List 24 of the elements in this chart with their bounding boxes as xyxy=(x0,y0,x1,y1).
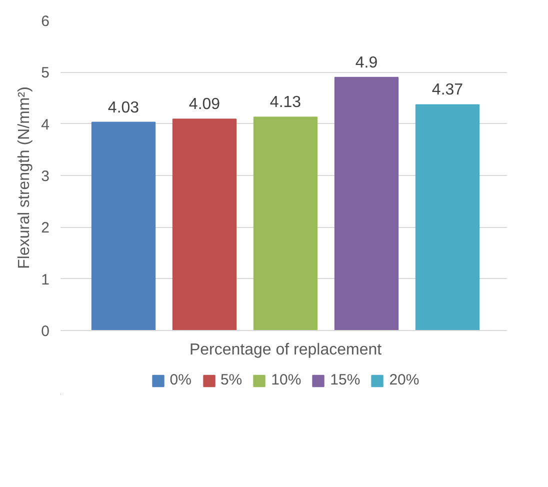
bar xyxy=(91,122,156,330)
y-axis-title: Flexural strength (N/mm²) xyxy=(16,86,34,269)
legend-label: 20% xyxy=(389,372,420,388)
y-tick-label: 4 xyxy=(41,116,50,134)
bar xyxy=(172,118,237,330)
data-label: 4.13 xyxy=(270,94,302,112)
legend-label: 15% xyxy=(330,372,360,388)
legend-label: 5% xyxy=(220,372,242,388)
bar xyxy=(415,104,480,330)
y-tick-label: 6 xyxy=(41,13,50,30)
y-tick-label: 5 xyxy=(41,64,50,82)
legend-label: 0% xyxy=(170,372,192,388)
data-label: 4.03 xyxy=(108,99,140,116)
y-tick-label: 0 xyxy=(41,323,50,340)
y-tick-label: 1 xyxy=(41,271,50,288)
data-label: 4.09 xyxy=(188,96,220,114)
bar xyxy=(253,116,318,330)
y-tick-label: 3 xyxy=(41,168,50,185)
legend-label: 10% xyxy=(271,372,302,388)
data-label: 4.9 xyxy=(355,54,378,72)
x-axis-title: Percentage of replacement xyxy=(189,342,382,358)
y-tick-label: 2 xyxy=(41,220,50,237)
bar xyxy=(334,76,399,330)
data-label: 4.37 xyxy=(432,82,464,99)
